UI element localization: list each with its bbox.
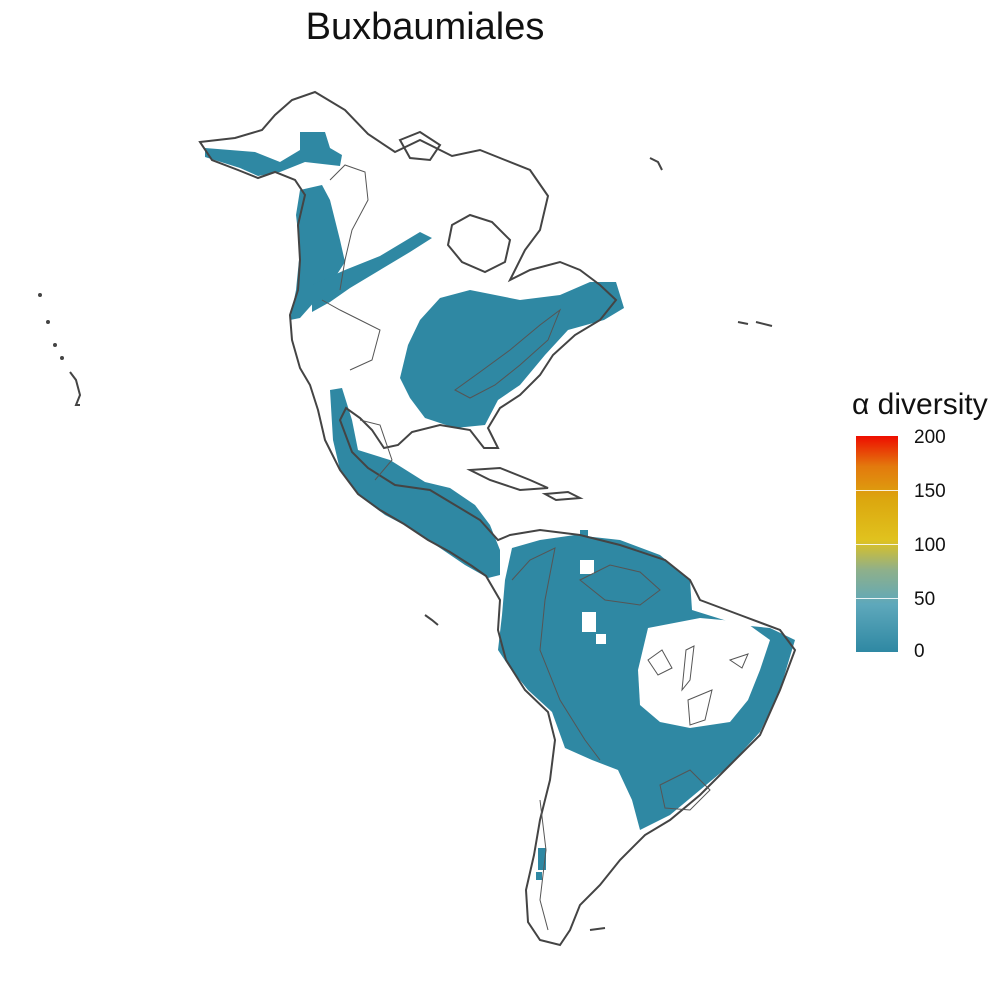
islet-3	[53, 343, 57, 347]
islet-1	[38, 293, 42, 297]
contour-brazil-2	[681, 645, 695, 692]
contour-brazil-1	[647, 649, 673, 676]
legend-tick-100: 100	[914, 535, 946, 556]
cell-region-pacific-coast	[290, 185, 345, 320]
coastline-galapagos	[424, 614, 439, 626]
coastlines	[198, 90, 797, 947]
pacific-islands	[38, 157, 773, 931]
coastline-hispaniola	[541, 490, 584, 502]
contour-brazil-4	[687, 689, 713, 726]
legend-tick-50: 50	[914, 589, 936, 610]
legend-tick-line	[856, 544, 898, 545]
legend-tick-150: 150	[914, 481, 946, 502]
amazon-gap-3	[596, 634, 606, 644]
coastline-americas	[198, 90, 797, 947]
contour-parana	[659, 769, 711, 811]
coastline-aleutian	[649, 157, 663, 171]
legend-tick-line	[856, 598, 898, 599]
brazil-gap	[638, 618, 770, 728]
cell-region-alaska	[205, 132, 342, 176]
diversity-cells	[205, 132, 795, 880]
legend-tick-0: 0	[914, 641, 925, 662]
coastline-cuba	[466, 466, 549, 492]
contour-brazil-3	[728, 653, 749, 669]
page-title: Buxbaumiales	[305, 6, 545, 48]
legend-tick-200: 200	[914, 427, 946, 448]
contour-rockies-2	[321, 299, 381, 371]
amazon-gap-2	[582, 612, 596, 632]
map	[38, 90, 797, 947]
amazon-gap-1	[580, 560, 594, 574]
islet-4	[60, 356, 64, 360]
contour-mexico	[359, 419, 393, 481]
legend-title: α diversity	[852, 388, 988, 421]
cell-region-mexico	[330, 388, 500, 578]
coastline-atlantic-islets	[737, 321, 773, 327]
cell-patagonia-2	[536, 872, 542, 880]
coastline-hawaii	[69, 371, 82, 406]
legend-tick-line	[856, 490, 898, 491]
contour-andes-1	[511, 547, 601, 761]
cell-region-eastern-na	[400, 282, 624, 428]
coastline-arctic-island	[398, 130, 442, 162]
coastline-falklands	[589, 927, 606, 931]
islet-2	[46, 320, 50, 324]
contours	[321, 164, 749, 931]
coastline-hudson-bay	[446, 213, 512, 274]
cell-region-rockies-band	[312, 232, 432, 312]
contour-andes-2	[539, 799, 549, 931]
cell-patagonia-1	[538, 848, 546, 870]
contour-rockies-1	[329, 164, 369, 291]
contour-appalachians	[454, 308, 562, 399]
contour-guiana	[579, 564, 661, 606]
